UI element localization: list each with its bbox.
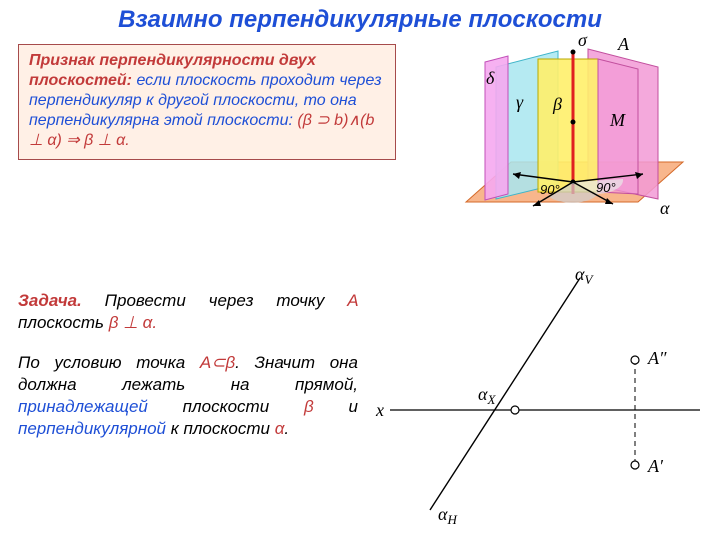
label-alpha-x: αX: [478, 384, 496, 407]
label-alpha-v: αV: [575, 264, 594, 287]
figure-3d-planes: A M α β γ δ σ 90° 90°: [438, 34, 708, 244]
label-A: A: [617, 34, 630, 54]
label-90-1: 90°: [540, 182, 560, 197]
label-sigma: σ: [578, 34, 588, 50]
label-beta: β: [552, 94, 562, 114]
label-alpha-h: αH: [438, 504, 457, 527]
page-title: Взаимно перпендикулярные плоскости: [0, 6, 720, 34]
theorem-box: Признак перпендикулярности двух плоскост…: [18, 44, 396, 160]
label-delta: δ: [486, 68, 495, 88]
label-x-axis: x: [375, 400, 384, 420]
label-M: M: [609, 110, 626, 130]
label-90-2: 90°: [596, 180, 616, 195]
label-gamma: γ: [516, 92, 524, 112]
label-alpha: α: [660, 198, 670, 218]
task-text: Задача. Провести через точку A плоскость…: [18, 290, 358, 441]
figure-2d-projection: x αV αH αX A″ A′: [370, 260, 710, 530]
label-A2: A″: [647, 348, 667, 368]
label-A1: A′: [647, 456, 664, 476]
task-label: Задача.: [18, 291, 82, 310]
